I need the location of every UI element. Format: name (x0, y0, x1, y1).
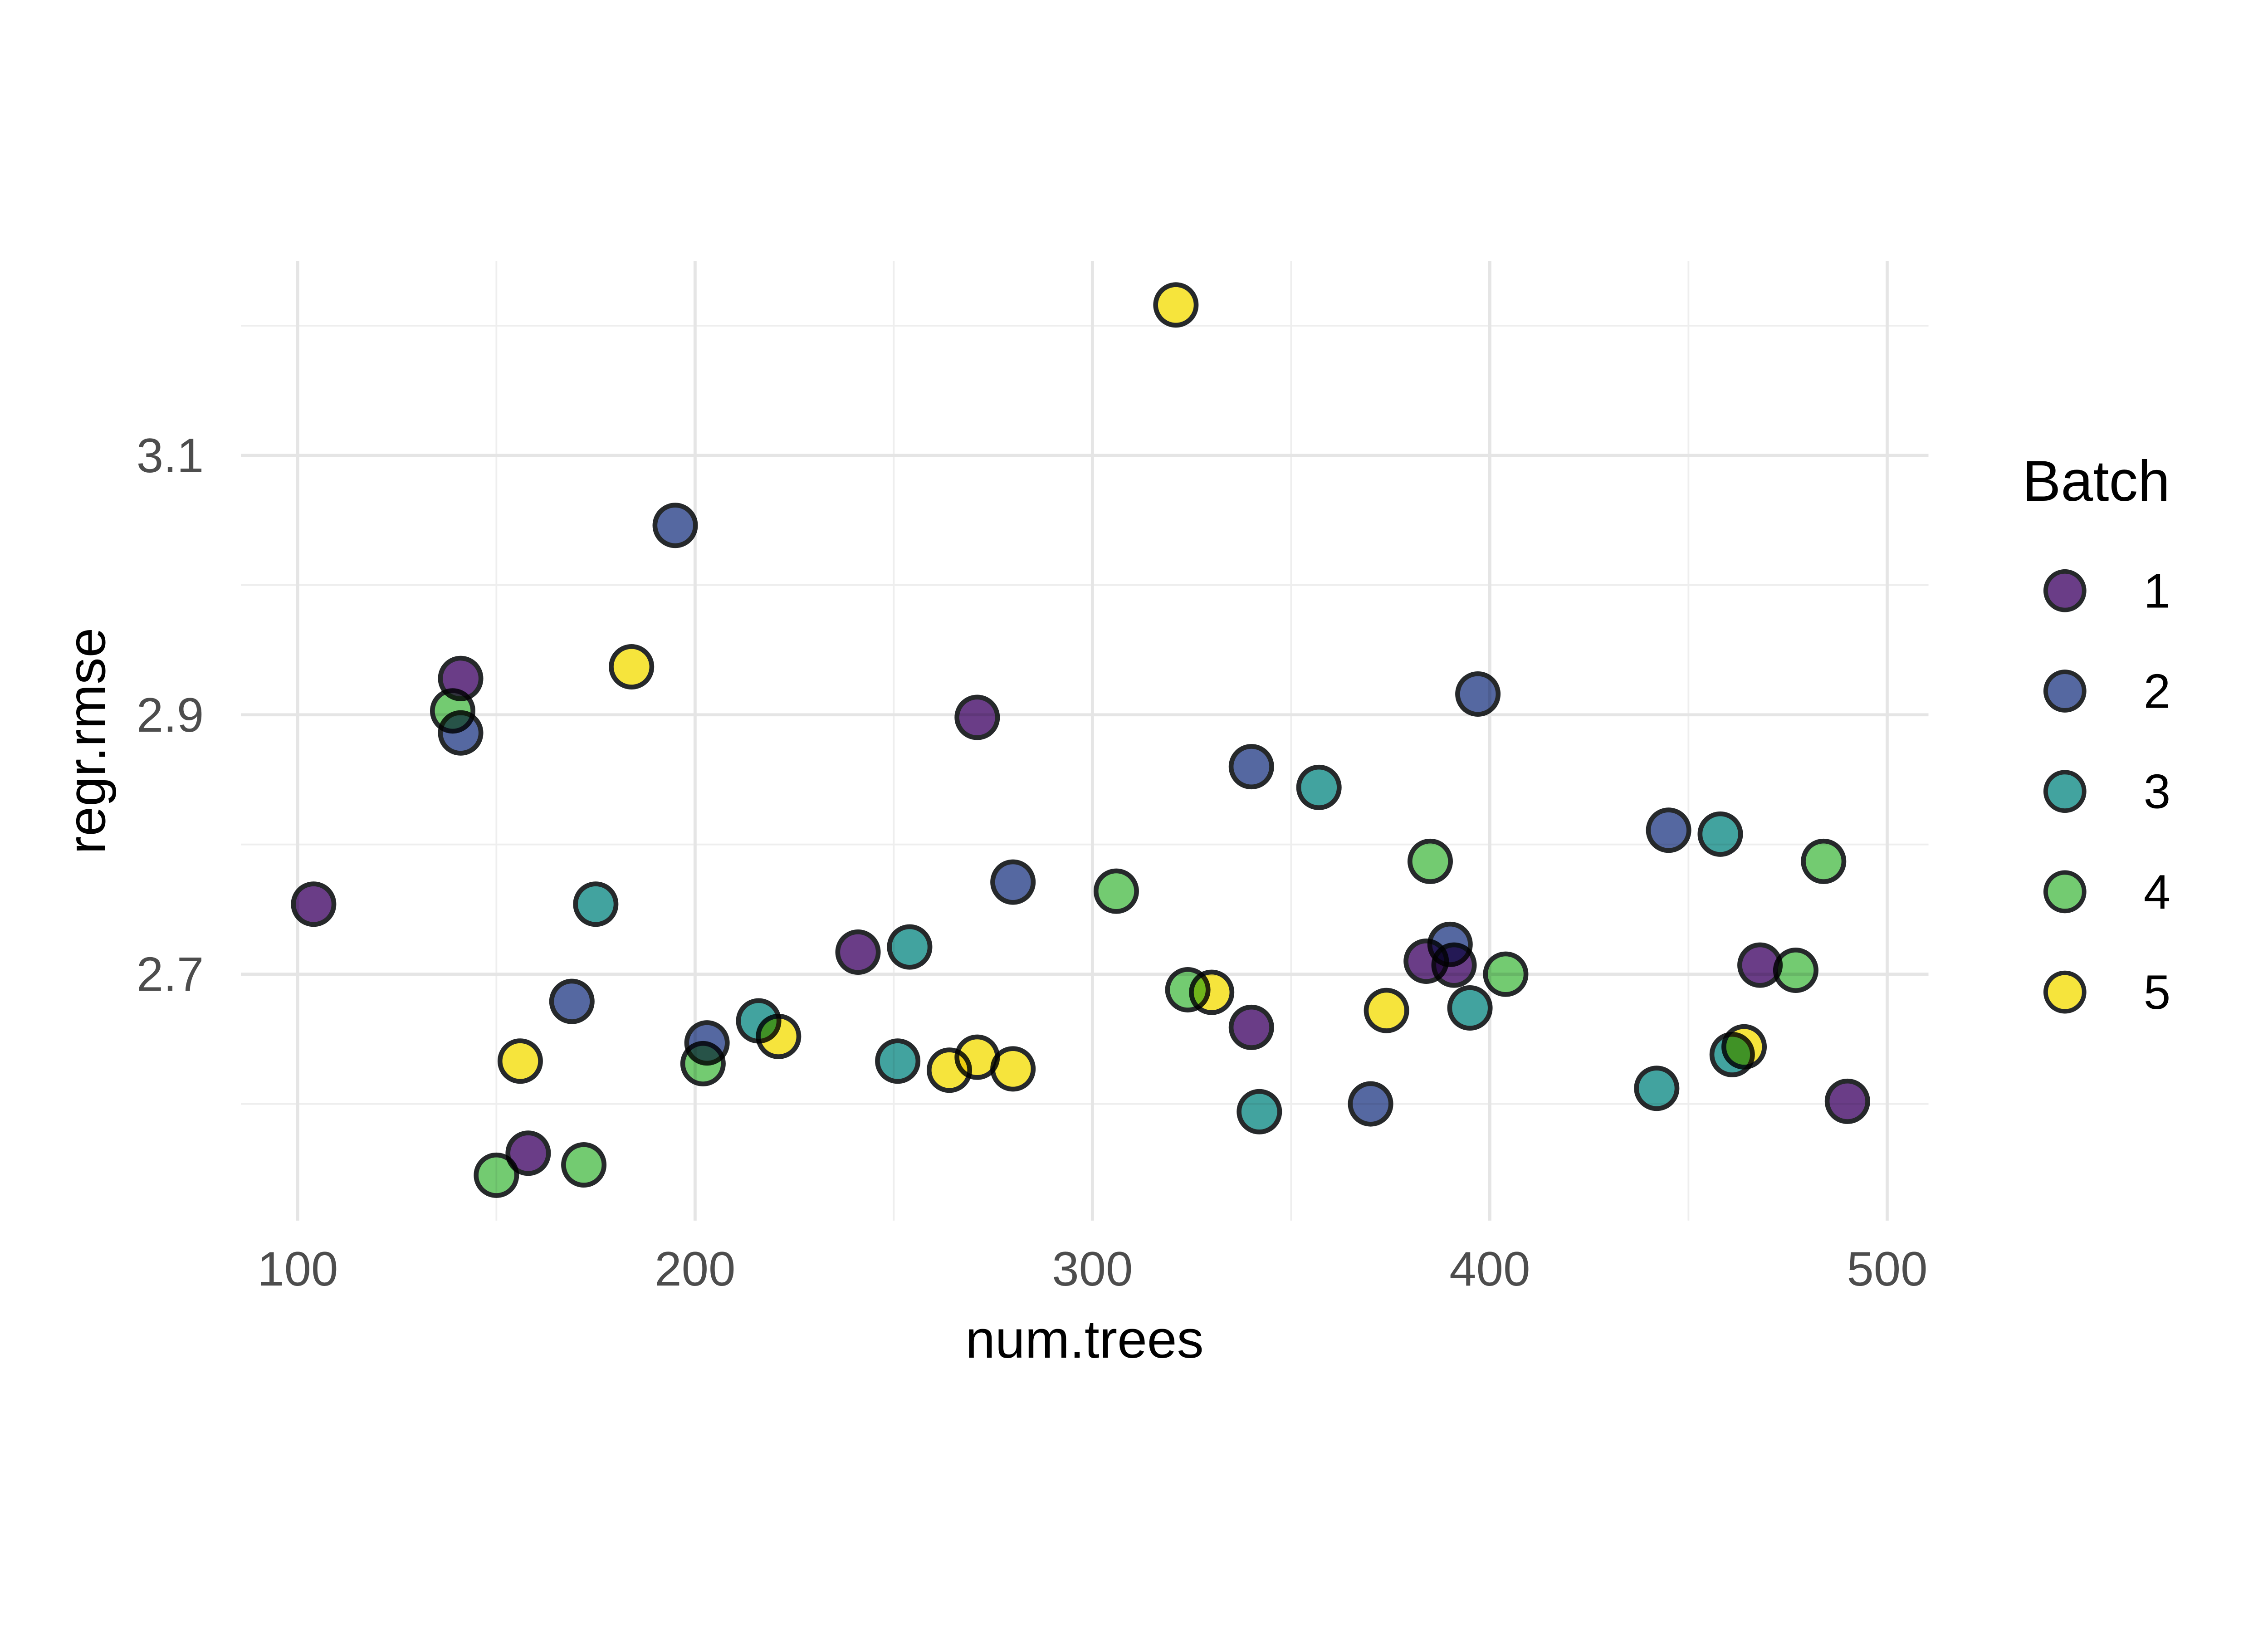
scatter-point (1801, 838, 1847, 884)
x-tick-label: 300 (1052, 1242, 1133, 1296)
scatter-point (1364, 988, 1409, 1033)
scatter-point (1189, 969, 1235, 1015)
legend-items: 1 2 3 4 5 (2043, 563, 2170, 1019)
scatter-point (291, 881, 337, 927)
scatter-point (497, 1038, 543, 1084)
scatter-point (1093, 868, 1139, 914)
scatter-point (1296, 764, 1342, 810)
scatter-point (609, 644, 655, 689)
scatter-points-layer (291, 282, 1870, 1198)
series-batch-5 (497, 282, 1767, 1093)
y-tick-label: 2.7 (137, 947, 204, 1002)
scatter-point (1824, 1078, 1870, 1124)
legend-item-label: 5 (2144, 965, 2170, 1019)
scatter-point (1721, 1024, 1767, 1070)
series-batch-1 (291, 655, 1870, 1176)
scatter-point (1237, 1089, 1282, 1134)
scatter-point (652, 503, 698, 548)
y-tick-label: 2.9 (137, 688, 204, 742)
scatter-point (1697, 811, 1743, 857)
scatter-point (1646, 807, 1691, 853)
scatter-point (1455, 671, 1501, 717)
scatter-point (990, 859, 1036, 905)
series-batch-2 (438, 503, 1691, 1127)
scatter-point (887, 924, 933, 970)
legend-item-label: 4 (2144, 865, 2170, 919)
legend-item-label: 1 (2144, 563, 2170, 618)
scatter-point (1228, 744, 1274, 790)
scatter-point (505, 1130, 551, 1176)
scatter-point (875, 1038, 921, 1084)
scatter-point (561, 1142, 607, 1188)
x-tick-label: 100 (257, 1242, 338, 1296)
legend: Batch 1 2 3 4 5 (2022, 449, 2170, 1019)
scatter-point (756, 1013, 802, 1059)
scatter-point (1634, 1066, 1680, 1111)
scatter-point (1483, 951, 1529, 997)
legend-item-label: 2 (2144, 664, 2170, 718)
scatter-point (1773, 948, 1818, 993)
x-tick-label: 500 (1847, 1242, 1927, 1296)
y-axis-title: regr.rmse (57, 628, 117, 854)
x-tick-label: 200 (655, 1242, 735, 1296)
y-tick-label: 3.1 (137, 428, 204, 483)
scatter-point (573, 881, 619, 927)
scatter-point (1228, 1004, 1274, 1050)
scatter-point (680, 1041, 726, 1086)
gridlines-minor (241, 261, 1929, 1221)
scatter-point (1348, 1081, 1393, 1127)
legend-key (2043, 770, 2087, 813)
scatter-point (549, 978, 595, 1024)
legend-key (2043, 670, 2087, 713)
scatter-point (954, 694, 1000, 740)
series-batch-3 (573, 764, 1755, 1134)
scatter-point (1407, 838, 1453, 884)
scatter-point (1447, 985, 1493, 1031)
legend-key (2043, 970, 2087, 1014)
scatter-point (990, 1046, 1036, 1092)
scatter-point (835, 929, 881, 975)
legend-title: Batch (2022, 449, 2170, 513)
legend-key (2043, 569, 2087, 612)
scatter-point (430, 688, 475, 734)
scatter-point (474, 1152, 519, 1198)
legend-item-label: 3 (2144, 764, 2170, 819)
y-axis-tick-labels: 2.7 2.9 3.1 (137, 428, 204, 1002)
legend-key (2043, 870, 2087, 914)
x-axis-title: num.trees (965, 1310, 1203, 1369)
x-tick-label: 400 (1449, 1242, 1530, 1296)
scatter-point (1427, 921, 1473, 967)
scatter-point (1153, 282, 1199, 328)
series-batch-4 (430, 688, 1847, 1198)
x-axis-tick-labels: 100 200 300 400 500 (257, 1242, 1927, 1296)
